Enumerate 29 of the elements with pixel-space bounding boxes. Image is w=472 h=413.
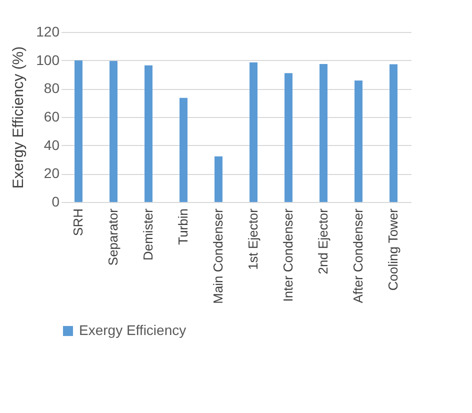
y-tick-label: 100 <box>36 52 60 68</box>
bar <box>284 73 292 202</box>
x-tick-label: After Condenser <box>350 208 366 304</box>
y-tick-label: 80 <box>44 80 60 96</box>
bar <box>144 65 152 202</box>
bar <box>390 64 398 202</box>
x-tick-label: 1st Ejector <box>246 208 260 270</box>
bar <box>320 64 328 202</box>
x-tick-label: Separator <box>106 208 120 266</box>
x-tick-label: 2nd Ejector <box>316 208 330 274</box>
bar <box>214 156 222 202</box>
x-tick-label: Demister <box>140 208 156 261</box>
x-tick-label: Inter Condenser <box>280 208 296 302</box>
y-tick-label: 60 <box>44 108 60 124</box>
x-tick-label: Turbin <box>176 208 190 245</box>
y-axis-title: Exergy Efficiency (%) <box>10 46 28 189</box>
y-tick-label: 0 <box>52 194 60 210</box>
y-tick-label: 40 <box>44 136 60 153</box>
y-tick-label: 20 <box>44 165 60 182</box>
legend-label: Exergy Efficiency <box>79 322 186 338</box>
bar <box>74 60 82 202</box>
bar <box>180 98 188 202</box>
bar <box>354 80 362 202</box>
x-tick-label: Cooling Tower <box>386 208 400 291</box>
y-tick-label: 120 <box>36 24 60 40</box>
bar <box>110 61 118 202</box>
x-tick-label: Main Condenser <box>210 208 226 304</box>
x-tick-label: SRH <box>70 208 86 236</box>
bar <box>250 62 258 202</box>
